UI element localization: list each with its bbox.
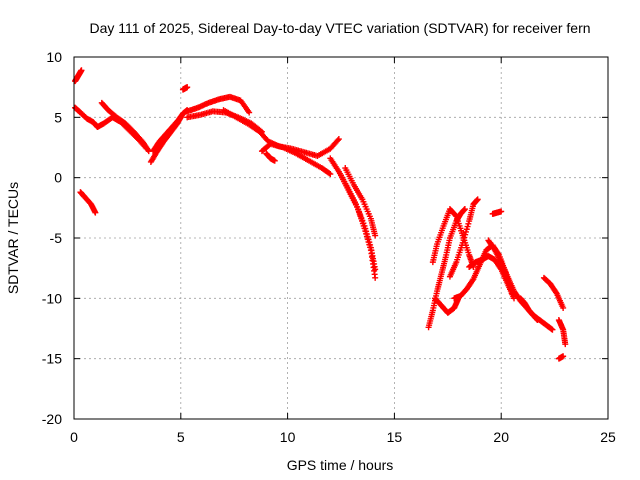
series-arc-v <box>485 237 556 333</box>
x-tick-label: 5 <box>177 429 185 445</box>
y-tick-label: -15 <box>42 351 62 367</box>
x-tick-label: 20 <box>493 429 509 445</box>
data-point-fill <box>362 228 369 235</box>
x-axis-ticks: 0 5 10 15 20 25 <box>70 57 616 445</box>
data-points <box>72 67 569 362</box>
data-point <box>560 304 567 311</box>
series-arc-z <box>555 317 569 348</box>
series-arc-b <box>72 104 150 152</box>
series-arc-r <box>431 295 462 316</box>
data-point-fill <box>463 226 470 233</box>
data-point-fill <box>363 233 370 240</box>
series-arc-d <box>77 189 99 216</box>
data-point-fill <box>452 212 459 219</box>
data-point <box>246 109 253 116</box>
data-point-fill <box>366 241 373 248</box>
grid-lines <box>74 57 608 419</box>
series-arc-c <box>98 99 152 155</box>
data-point-fill <box>334 137 341 144</box>
data-point-fill <box>552 289 559 296</box>
series-arc-x <box>517 295 541 324</box>
y-tick-label: 5 <box>54 109 62 125</box>
data-point-fill <box>461 234 468 241</box>
data-point <box>474 196 481 203</box>
data-point <box>271 157 278 164</box>
data-point-fill <box>367 244 374 251</box>
data-point <box>184 84 191 91</box>
chart-title: Day 111 of 2025, Sidereal Day-to-day VTE… <box>89 20 590 36</box>
series-arc-k <box>258 140 334 178</box>
x-tick-label: 15 <box>387 429 403 445</box>
y-tick-label: -20 <box>42 411 62 427</box>
series-arc-n <box>338 172 379 281</box>
series-arc-l <box>263 150 278 164</box>
data-point <box>372 232 379 239</box>
data-point <box>459 239 466 246</box>
series-arc-f <box>150 107 191 155</box>
data-point <box>327 171 334 178</box>
data-point-fill <box>460 237 467 244</box>
series-arc-h <box>184 93 253 116</box>
series-arc-aa <box>555 353 567 362</box>
data-point-fill <box>464 223 471 230</box>
data-point <box>498 208 505 215</box>
data-point <box>560 353 567 360</box>
data-point-fill <box>365 238 372 245</box>
data-point <box>562 341 569 348</box>
data-point-fill <box>465 220 472 227</box>
series-arc-y <box>540 274 567 311</box>
y-tick-label: -10 <box>42 290 62 306</box>
data-point <box>534 317 541 324</box>
data-point-fill <box>462 228 469 235</box>
series-arc-w <box>489 208 505 217</box>
x-tick-label: 10 <box>280 429 296 445</box>
data-point <box>335 136 342 143</box>
y-tick-label: -5 <box>50 230 63 246</box>
data-point <box>92 209 99 216</box>
y-tick-label: 0 <box>54 170 62 186</box>
x-tick-label: 0 <box>70 429 78 445</box>
series-arc-g <box>179 84 191 93</box>
y-tick-label: 10 <box>46 49 62 65</box>
data-point <box>549 326 556 333</box>
data-point-fill <box>364 236 371 243</box>
data-point-fill <box>144 146 151 153</box>
series-arc-o <box>342 165 379 239</box>
data-point <box>372 274 379 281</box>
data-point <box>461 206 468 213</box>
y-axis-ticks: -20 -15 -10 -5 0 5 10 <box>42 49 608 427</box>
data-point-fill <box>462 231 469 238</box>
y-axis-label: SDTVAR / TECUs <box>5 182 21 294</box>
series-arc-s <box>446 196 481 280</box>
data-point-fill <box>363 230 370 237</box>
data-point <box>361 225 368 232</box>
data-point-fill <box>469 277 476 284</box>
x-axis-label: GPS time / hours <box>287 457 394 473</box>
series-arc-a <box>72 67 85 85</box>
x-tick-label: 25 <box>600 429 616 445</box>
data-point-fill <box>326 170 333 177</box>
data-point <box>78 67 85 74</box>
